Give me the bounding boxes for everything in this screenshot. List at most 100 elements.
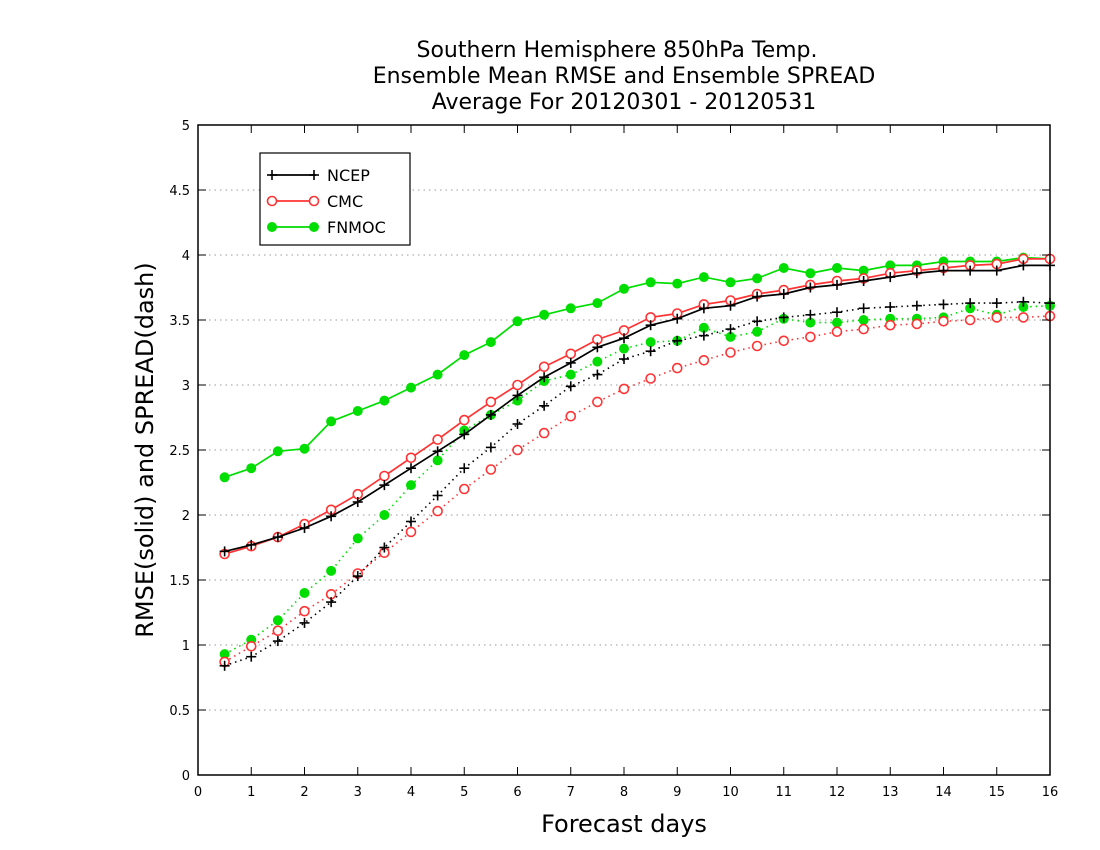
data-point-cmc-spread: [538, 427, 550, 439]
series-cmc-rmse: [219, 253, 1056, 560]
data-point-fnmoc-spread: [832, 317, 842, 328]
data-point-fnmoc-rmse: [592, 298, 603, 309]
series-line-cmc-spread: [224, 315, 1051, 663]
data-point-cmc-spread: [1018, 312, 1029, 323]
y-tick-label: 0: [182, 769, 190, 784]
y-tick-label: 1: [182, 639, 190, 654]
data-point-ncep-rmse: [352, 497, 363, 507]
series-line-cmc-rmse: [224, 258, 1050, 555]
data-point-ncep-rmse: [965, 265, 976, 276]
data-point-ncep-rmse: [246, 539, 257, 550]
data-point-fnmoc-rmse: [432, 369, 443, 380]
data-point-fnmoc-spread: [752, 326, 763, 337]
legend: NCEP CMC FNMOC: [259, 152, 411, 246]
legend-marker-end: [309, 222, 319, 232]
legend-marker-start: [267, 222, 277, 232]
x-tick-label: 0: [194, 785, 202, 800]
data-point-fnmoc-spread: [592, 356, 603, 367]
series-ncep-spread: [219, 296, 1055, 671]
x-tick-label: 3: [354, 785, 362, 800]
data-point-cmc-spread: [698, 354, 710, 366]
data-point-fnmoc-rmse: [512, 316, 523, 327]
y-tick-label: 4.5: [169, 184, 190, 199]
data-point-ncep-rmse: [406, 463, 416, 474]
gridlines: [198, 189, 1050, 711]
data-point-fnmoc-rmse: [352, 406, 363, 416]
x-tick-label: 14: [935, 785, 952, 800]
data-point-fnmoc-rmse: [565, 303, 576, 314]
legend-marker-start: [267, 170, 277, 180]
data-point-fnmoc-spread: [326, 565, 337, 576]
data-point-cmc-spread: [485, 464, 497, 475]
data-point-fnmoc-spread: [858, 315, 869, 325]
data-point-cmc-spread: [805, 331, 816, 343]
data-point-fnmoc-rmse: [619, 283, 629, 294]
data-point-cmc-spread: [592, 396, 603, 408]
data-point-fnmoc-rmse: [805, 268, 816, 279]
data-point-cmc-spread: [405, 526, 417, 538]
x-tick-label: 9: [673, 785, 681, 800]
y-tick-label: 3: [182, 379, 190, 394]
data-point-cmc-rmse: [538, 361, 550, 373]
data-point-cmc-rmse: [432, 434, 443, 445]
data-point-fnmoc-rmse: [672, 278, 683, 289]
x-tick-label: 6: [513, 785, 521, 800]
data-point-ncep-rmse: [272, 532, 283, 543]
data-point-ncep-spread: [672, 335, 683, 346]
data-point-ncep-rmse: [592, 342, 603, 353]
x-tick-label: 1: [247, 785, 255, 800]
data-point-cmc-rmse: [405, 452, 417, 464]
data-point-ncep-spread: [858, 303, 869, 314]
x-tick-label: 4: [407, 785, 415, 800]
data-point-cmc-spread: [272, 625, 284, 637]
data-point-cmc-spread: [565, 410, 577, 422]
data-point-fnmoc-spread: [352, 533, 363, 544]
x-tick-label: 13: [882, 785, 899, 800]
data-point-ncep-rmse: [752, 291, 763, 302]
series-line-fnmoc-spread: [224, 304, 1051, 655]
legend-box: [259, 152, 411, 246]
x-axis-title: Forecast days: [541, 810, 707, 838]
chart-title: Southern Hemisphere 850hPa Temp. Ensembl…: [373, 38, 876, 115]
legend-marker-end: [309, 170, 319, 180]
y-axis-title: RMSE(solid) and SPREAD(dash): [131, 262, 159, 638]
data-point-fnmoc-rmse: [778, 263, 789, 273]
data-point-fnmoc-rmse: [698, 272, 709, 283]
data-point-ncep-rmse: [619, 333, 629, 344]
legend-item-ncep: NCEP: [267, 166, 370, 185]
data-point-fnmoc-spread: [272, 615, 283, 626]
y-tick-label: 2: [182, 509, 190, 524]
data-point-fnmoc-spread: [379, 510, 390, 520]
data-point-ncep-spread: [832, 307, 842, 318]
data-point-ncep-rmse: [991, 265, 1002, 276]
data-point-cmc-spread: [938, 315, 949, 327]
series-layer: [219, 252, 1056, 671]
data-point-ncep-rmse: [565, 357, 576, 368]
data-point-ncep-spread: [246, 651, 257, 662]
data-point-ncep-rmse: [885, 272, 896, 283]
data-point-ncep-spread: [539, 400, 550, 411]
data-point-cmc-spread: [671, 362, 683, 374]
data-point-ncep-spread: [432, 490, 443, 501]
legend-item-fnmoc: FNMOC: [267, 218, 386, 237]
data-point-cmc-spread: [618, 383, 630, 395]
data-point-ncep-spread: [219, 660, 230, 671]
x-axis-ticks: 0 1 2 3 4 5 6 7 8 9 10 11 12 13 14 15 16: [194, 125, 1058, 800]
data-point-cmc-spread: [964, 314, 976, 326]
data-point-ncep-spread: [459, 463, 470, 474]
series-line-fnmoc-rmse: [224, 256, 1051, 479]
data-point-ncep-spread: [645, 346, 656, 357]
data-point-cmc-spread: [645, 373, 656, 384]
legend-label: NCEP: [327, 166, 370, 185]
data-point-ncep-rmse: [459, 429, 470, 440]
x-tick-label: 8: [620, 785, 628, 800]
data-point-fnmoc-rmse: [752, 273, 763, 284]
data-point-cmc-spread: [831, 326, 843, 338]
title-line-3: Average For 20120301 - 20120531: [432, 90, 817, 115]
data-point-ncep-spread: [698, 330, 709, 341]
legend-label: FNMOC: [327, 218, 386, 237]
x-tick-label: 7: [567, 785, 575, 800]
data-point-ncep-spread: [512, 419, 523, 429]
data-point-ncep-spread: [406, 516, 416, 527]
series-line-ncep-spread: [224, 300, 1051, 667]
